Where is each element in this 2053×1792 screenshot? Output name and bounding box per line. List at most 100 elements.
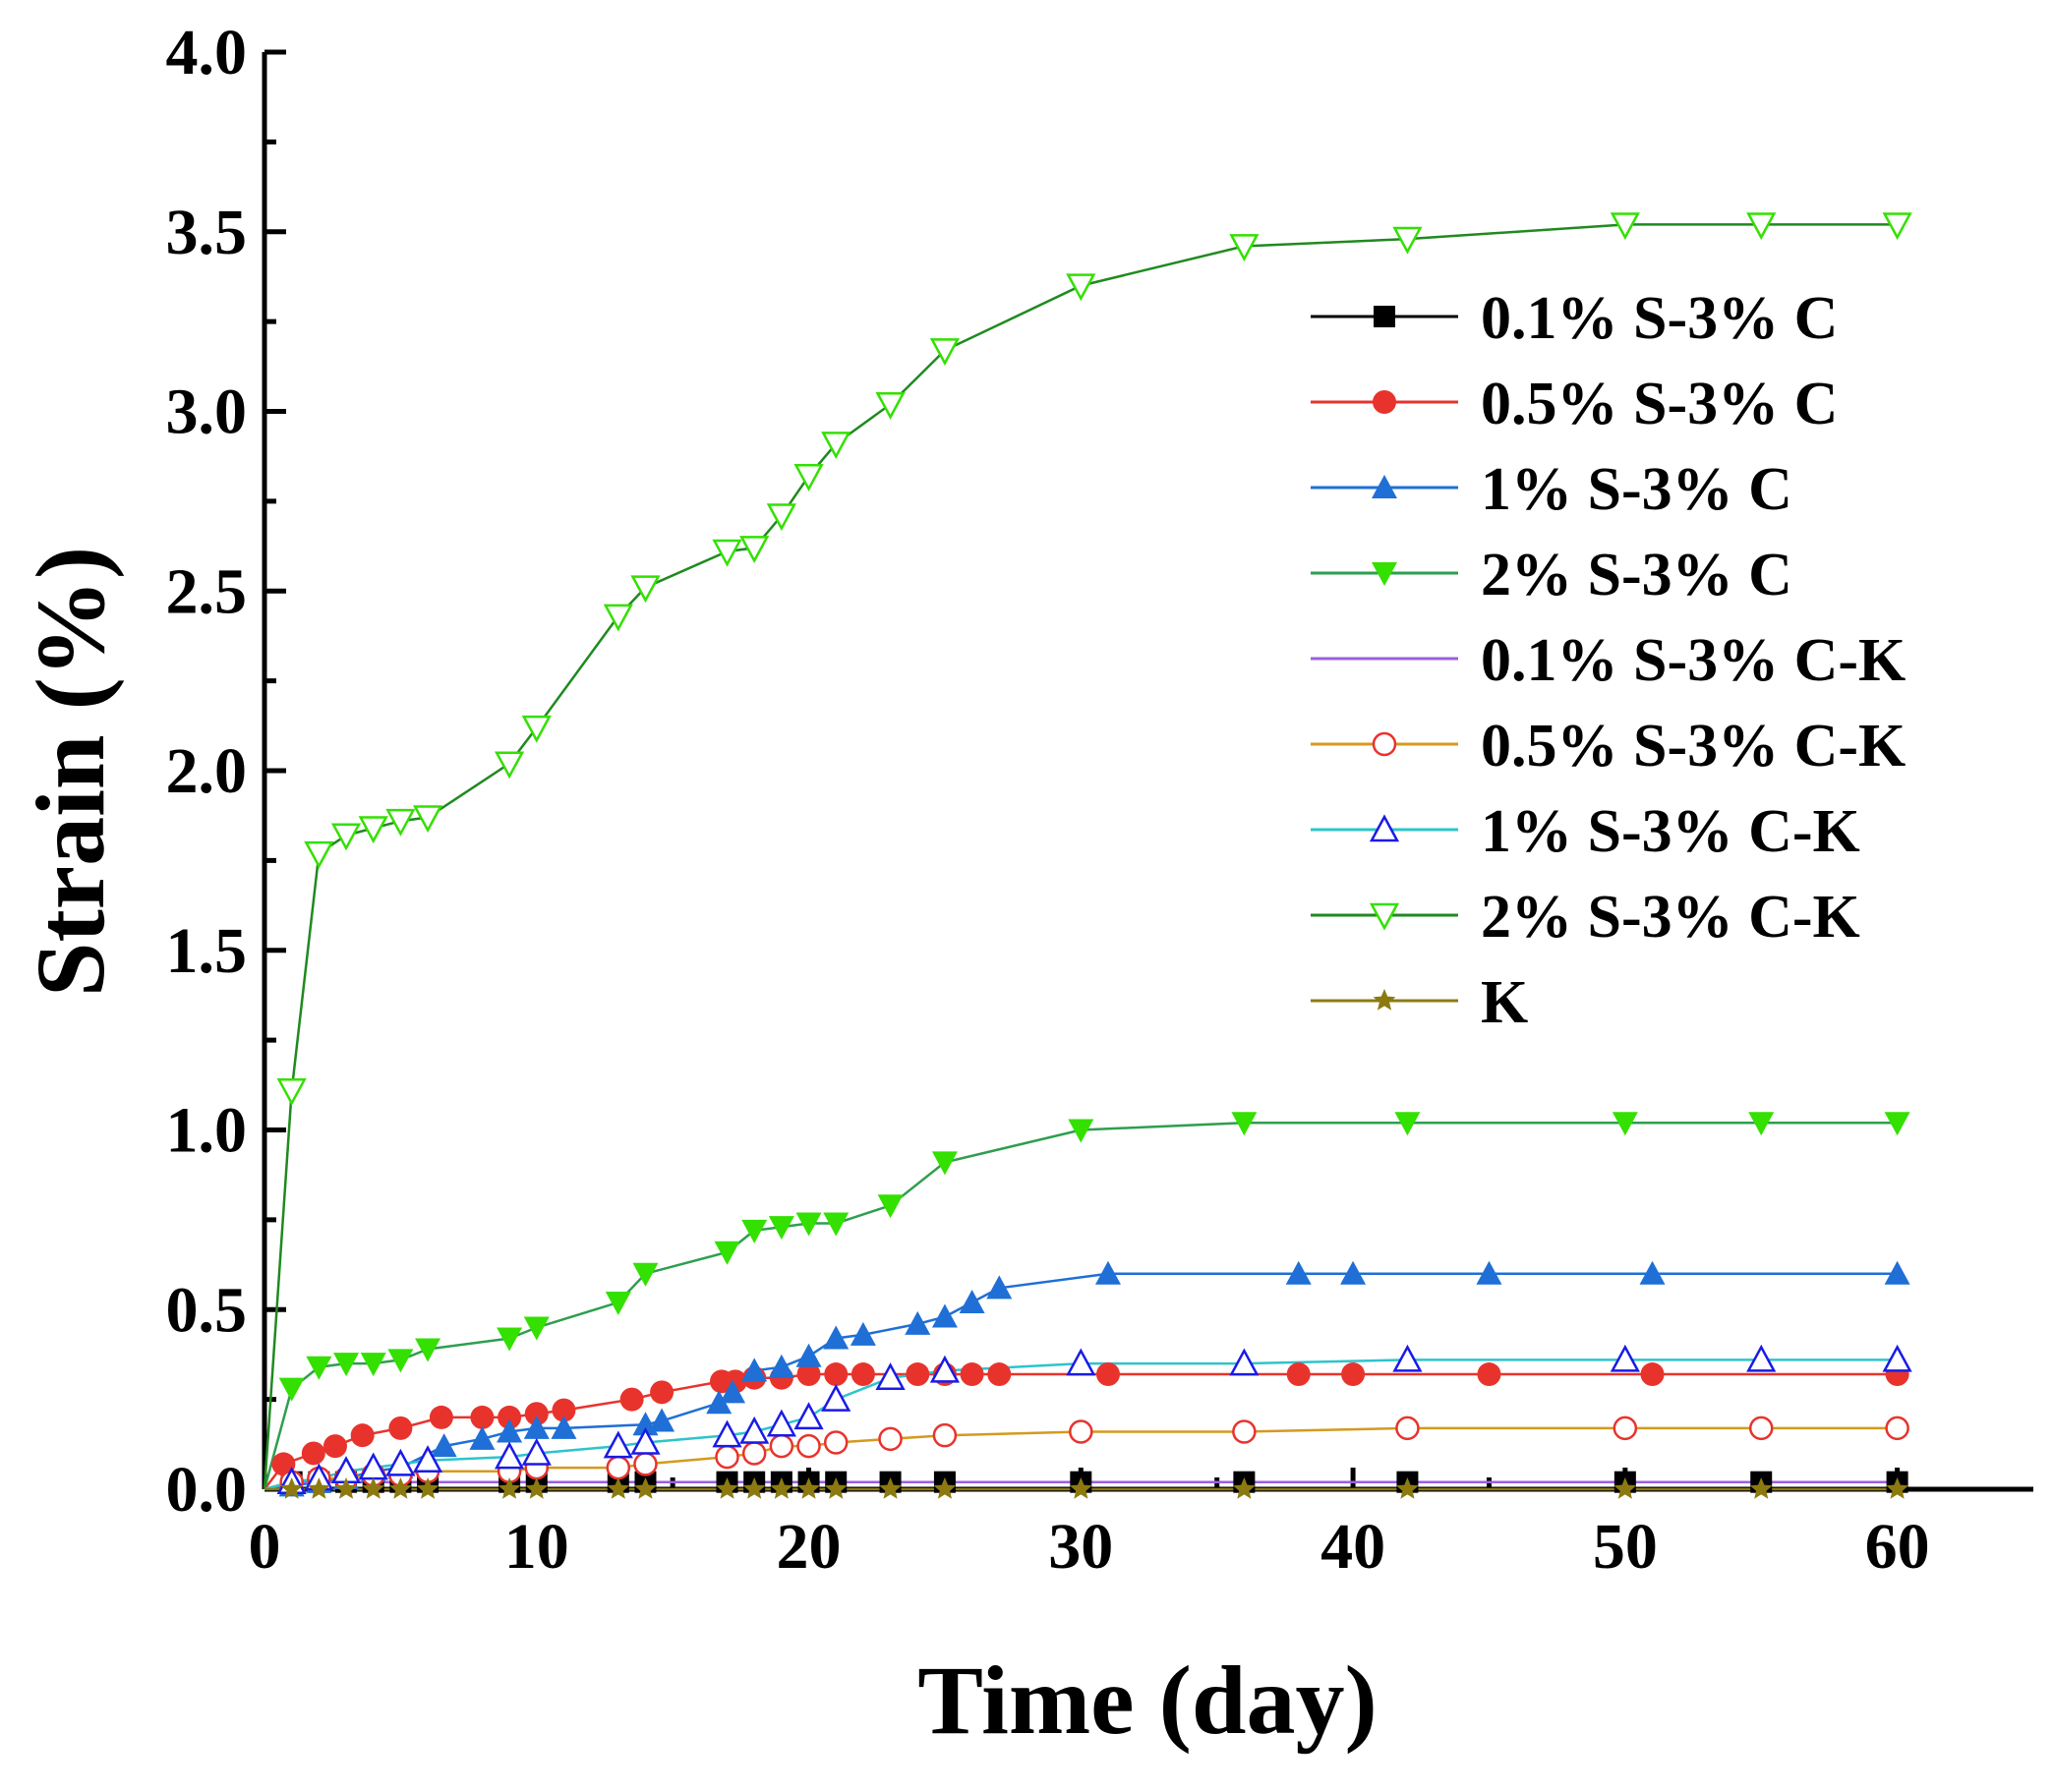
data-point-0-5pct-s-3pct-c (498, 1405, 522, 1429)
data-point-2pct-s-3pct-c (523, 1316, 550, 1341)
data-point-0-5pct-s-3pct-c-k (1613, 1416, 1638, 1441)
data-point-0-5pct-s-3pct-c (851, 1362, 875, 1387)
data-point-0-5pct-s-3pct-c-k (1885, 1416, 1909, 1441)
data-point-1pct-s-3pct-c (1094, 1260, 1121, 1285)
data-point-k (716, 1477, 738, 1499)
data-point-k (607, 1477, 630, 1499)
x-tick-label: 30 (1048, 1511, 1113, 1583)
data-point-2pct-s-3pct-c-k (1882, 212, 1912, 241)
data-point-0-5pct-s-3pct-c (524, 1402, 549, 1426)
legend-label: 1% S-3% C (1481, 456, 1792, 523)
legend-label: 2% S-3% C (1481, 542, 1792, 608)
x-axis-title: Time (day) (917, 1646, 1378, 1755)
y-tick-label: 1.0 (166, 1095, 248, 1167)
y-tick-label: 2.5 (166, 555, 248, 627)
data-point-1pct-s-3pct-c-k (1229, 1348, 1260, 1376)
legend-item-k: K (1311, 969, 1528, 1036)
data-point-1pct-s-3pct-c-k (603, 1430, 633, 1459)
data-point-k (416, 1477, 440, 1499)
data-point-k (1069, 1477, 1092, 1499)
data-point-2pct-s-3pct-c-k (766, 503, 796, 532)
y-tick-label: 3.5 (166, 197, 248, 268)
data-point-1pct-s-3pct-c (1340, 1260, 1367, 1285)
data-point-1pct-s-3pct-c-k (766, 1409, 796, 1437)
data-point-1pct-s-3pct-c (1285, 1260, 1312, 1285)
data-point-2pct-s-3pct-c-k (358, 816, 388, 844)
legend-swatch-marker (1373, 390, 1396, 414)
data-point-1pct-s-3pct-c-k (875, 1362, 906, 1390)
y-tick-label: 2.0 (166, 735, 248, 807)
data-point-1pct-s-3pct-c (720, 1379, 746, 1404)
data-point-2pct-s-3pct-c (1394, 1112, 1421, 1136)
x-tick-label: 40 (1320, 1511, 1385, 1583)
x-tick-label: 10 (504, 1511, 569, 1583)
series-markers-1pct-s-3pct-c-k (276, 1344, 1912, 1494)
data-point-0-5pct-s-3pct-c-k (878, 1426, 903, 1452)
data-point-0-5pct-s-3pct-c-k (1748, 1416, 1774, 1441)
data-point-0-5pct-s-3pct-c (619, 1387, 644, 1412)
data-point-1pct-s-3pct-c-k (385, 1448, 416, 1476)
data-point-2pct-s-3pct-c (632, 1262, 659, 1287)
data-point-2pct-s-3pct-c (1068, 1119, 1094, 1143)
data-point-k (525, 1477, 549, 1499)
data-point-k (334, 1477, 358, 1499)
data-point-2pct-s-3pct-c-k (385, 808, 416, 837)
data-point-1pct-s-3pct-c (768, 1354, 794, 1378)
legend-item-0-5pct-s-3pct-c-k: 0.5% S-3% C-K (1311, 713, 1906, 780)
series-markers-k (280, 1477, 1908, 1499)
data-point-1pct-s-3pct-c-k (630, 1426, 661, 1455)
y-tick-label: 4.0 (166, 17, 248, 88)
data-point-0-5pct-s-3pct-c (796, 1362, 821, 1387)
data-point-1pct-s-3pct-c (795, 1343, 822, 1367)
data-point-0-5pct-s-3pct-c-k (606, 1455, 631, 1480)
data-point-1pct-s-3pct-c (1884, 1260, 1910, 1285)
data-point-0-5pct-s-3pct-c (1477, 1362, 1501, 1387)
data-point-0-5pct-s-3pct-c-k (633, 1452, 658, 1476)
data-point-2pct-s-3pct-c (1231, 1112, 1258, 1136)
data-point-1pct-s-3pct-c (469, 1425, 496, 1450)
data-point-2pct-s-3pct-c-k (603, 604, 633, 632)
data-point-0-5pct-s-3pct-c (987, 1362, 1012, 1387)
legend-swatch-marker (1369, 902, 1400, 931)
y-axis-title: Strain (%) (16, 547, 125, 997)
legend-swatch-marker (1369, 814, 1400, 842)
series-markers-2pct-s-3pct-c (278, 1112, 1910, 1402)
legend-item-2pct-s-3pct-c-k: 2% S-3% C-K (1311, 884, 1860, 951)
data-point-2pct-s-3pct-c-k (1066, 273, 1096, 302)
data-point-1pct-s-3pct-c (649, 1408, 675, 1432)
data-point-1pct-s-3pct-c (959, 1289, 985, 1313)
data-point-k (933, 1477, 957, 1499)
data-point-k (1613, 1477, 1637, 1499)
data-point-2pct-s-3pct-c-k (1229, 234, 1260, 261)
x-tick-label: 50 (1593, 1511, 1658, 1583)
series-markers (271, 212, 1912, 1499)
data-point-1pct-s-3pct-c (850, 1321, 876, 1346)
legend: 0.1% S-3% C 0.5% S-3% C 1% S-3% C 2% S-3% C… (1311, 285, 1906, 1036)
data-point-1pct-s-3pct-c-k (821, 1384, 851, 1412)
data-point-2pct-s-3pct-c (1612, 1112, 1638, 1136)
data-point-1pct-s-3pct-c (431, 1433, 457, 1458)
data-point-2pct-s-3pct-c (497, 1327, 523, 1352)
data-point-1pct-s-3pct-c (1639, 1260, 1666, 1285)
data-point-1pct-s-3pct-c-k (929, 1355, 961, 1383)
data-point-1pct-s-3pct-c-k (712, 1419, 742, 1448)
data-point-0-5pct-s-3pct-c-k (823, 1430, 849, 1455)
data-point-k (770, 1477, 793, 1499)
x-tick-label: 20 (777, 1511, 842, 1583)
legend-label: K (1481, 969, 1528, 1036)
data-point-0-5pct-s-3pct-c-k (1232, 1419, 1257, 1444)
data-point-0-5pct-s-3pct-c (470, 1405, 495, 1429)
legend-label: 0.5% S-3% C-K (1481, 713, 1906, 780)
axes: 0.0 0.5 1.0 1.5 2.0 2.5 3.0 3.5 4.0 0 10 20 30 40 50 60 (166, 17, 2033, 1583)
data-point-2pct-s-3pct-c-k (494, 751, 525, 780)
data-point-2pct-s-3pct-c-k (276, 1078, 307, 1106)
data-point-k (498, 1477, 521, 1499)
data-point-1pct-s-3pct-c (706, 1390, 733, 1415)
legend-label: 0.1% S-3% C-K (1481, 627, 1906, 694)
data-point-1pct-s-3pct-c (497, 1418, 523, 1443)
data-point-2pct-s-3pct-c (823, 1212, 850, 1237)
data-point-1pct-s-3pct-c-k (521, 1437, 552, 1466)
data-point-1pct-s-3pct-c-k (412, 1445, 443, 1474)
data-point-0-5pct-s-3pct-c (960, 1362, 984, 1387)
legend-label: 0.1% S-3% C (1481, 285, 1838, 352)
